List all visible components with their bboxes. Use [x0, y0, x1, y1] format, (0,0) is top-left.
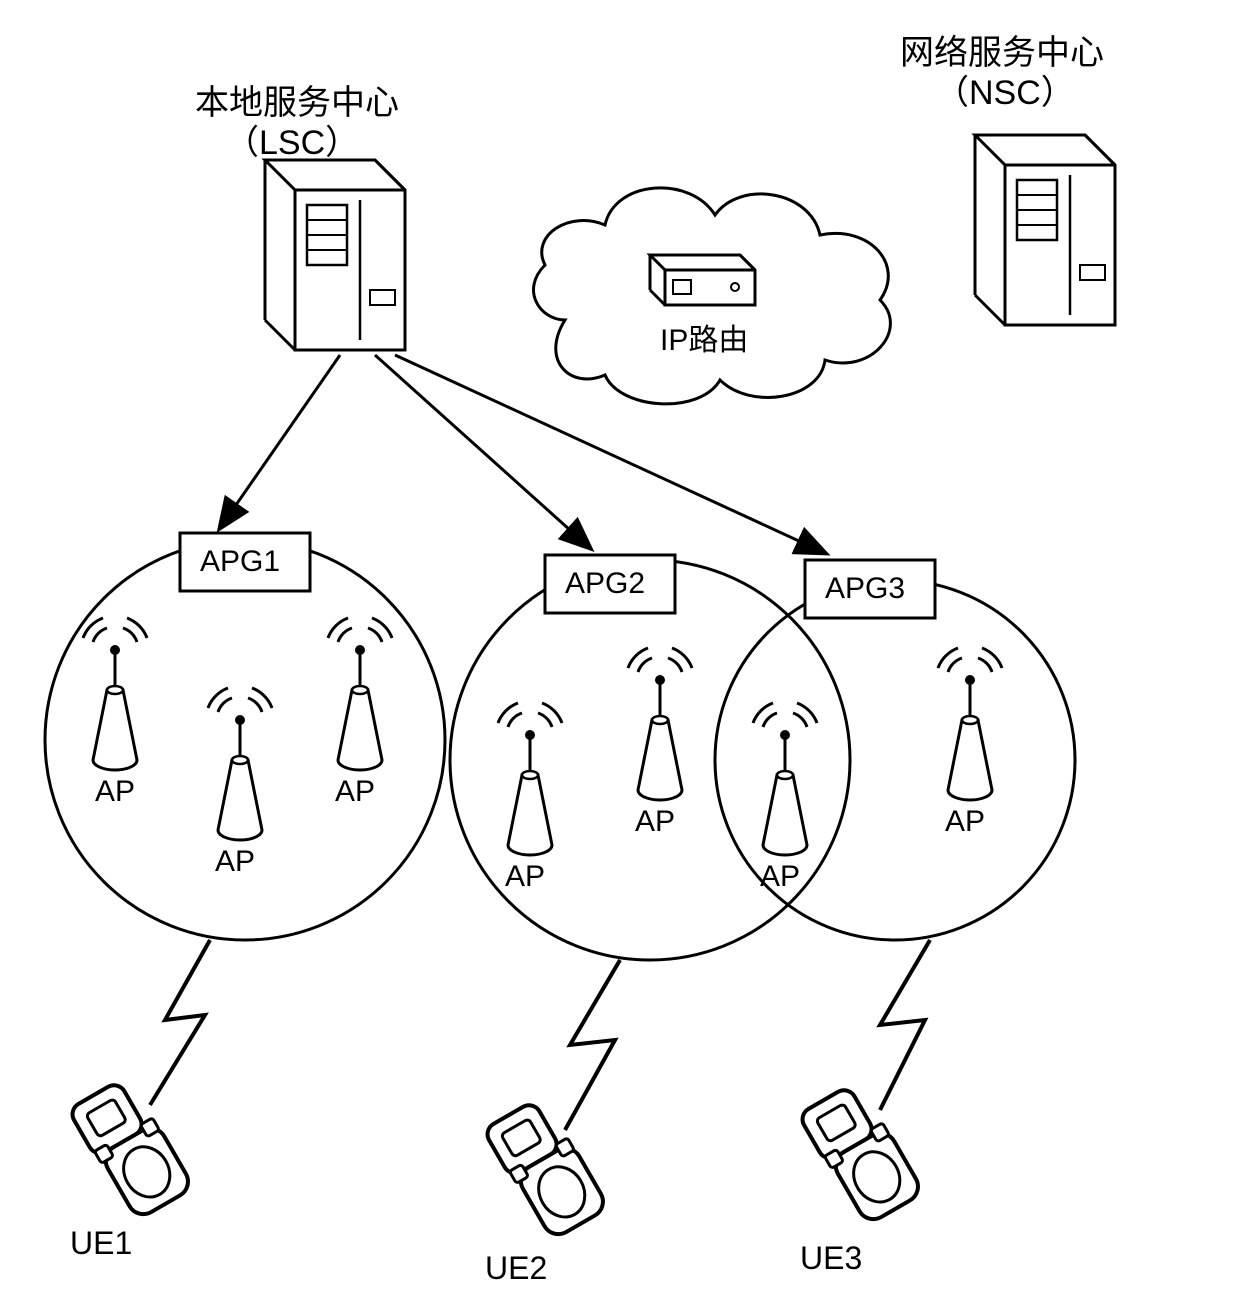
ap-label: AP: [635, 805, 675, 839]
apg2-label: APG2: [565, 567, 645, 601]
router-label: IP路由: [660, 315, 748, 359]
nsc-server-icon: [975, 135, 1115, 325]
ap-label: AP: [215, 845, 255, 879]
apg1-label: APG1: [200, 545, 280, 579]
ap-label: AP: [505, 860, 545, 894]
ue2-label: UE2: [485, 1250, 547, 1287]
lsc-server-icon: [265, 160, 405, 350]
ap-label: AP: [760, 860, 800, 894]
ue1-label: UE1: [70, 1225, 132, 1262]
ue3-label: UE3: [800, 1240, 862, 1277]
router-icon: [650, 255, 755, 305]
apg-boxes: [180, 533, 935, 618]
cloud: [534, 188, 891, 404]
ap-label: AP: [95, 775, 135, 809]
nsc-title-line2: （NSC）: [935, 65, 1075, 114]
ue-phones: [68, 1075, 924, 1243]
ap-label: AP: [335, 775, 375, 809]
ap-label: AP: [945, 805, 985, 839]
wireless-links: [150, 940, 930, 1130]
access-points: [83, 618, 1002, 855]
apg3-label: APG3: [825, 572, 905, 606]
lsc-title-line2: （LSC）: [225, 115, 359, 164]
